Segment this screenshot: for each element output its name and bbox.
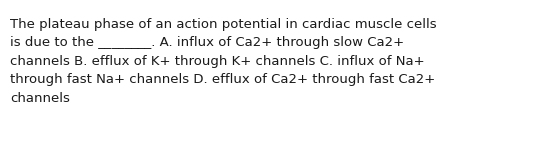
Text: The plateau phase of an action potential in cardiac muscle cells
is due to the _: The plateau phase of an action potential… bbox=[10, 18, 437, 105]
